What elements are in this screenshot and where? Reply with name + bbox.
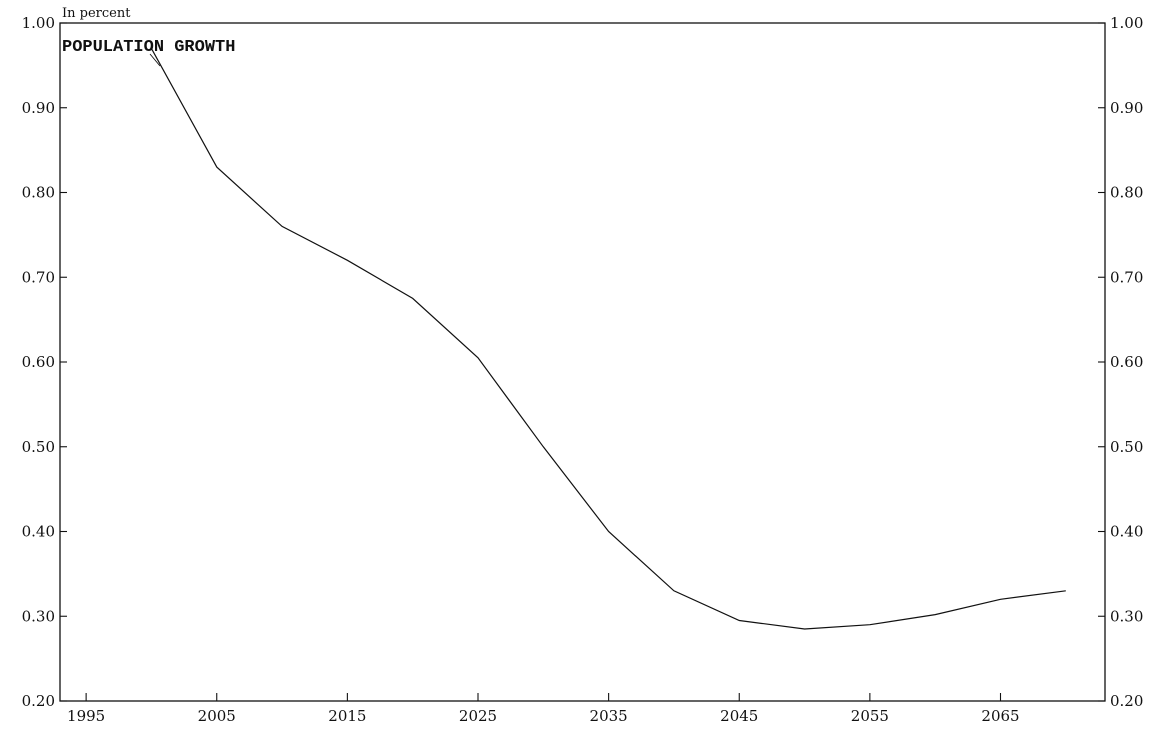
y-unit-label: In percent: [62, 6, 131, 21]
x-tick-label: 2045: [720, 707, 758, 725]
population-growth-line: [150, 48, 1066, 630]
y-tick-label-right: 0.90: [1110, 99, 1143, 117]
x-tick-label: 2015: [328, 707, 366, 725]
y-tick-label-left: 0.50: [22, 438, 55, 456]
y-tick-label-right: 0.40: [1110, 523, 1143, 541]
series-label: POPULATION GROWTH: [62, 38, 235, 57]
y-tick-label-right: 0.80: [1110, 184, 1143, 202]
y-tick-label-right: 0.30: [1110, 607, 1143, 625]
y-tick-label-left: 0.60: [22, 353, 55, 371]
right-y-axis: 0.20 0.30 0.40 0.50 0.60 0.70 0.80 0.90 1.00: [1098, 14, 1143, 710]
y-tick-label-left: 0.70: [22, 268, 55, 286]
y-tick-label-left: 1.00: [22, 14, 55, 32]
y-tick-label-right: 0.70: [1110, 268, 1143, 286]
left-y-axis: 0.20 0.30 0.40 0.50 0.60 0.70 0.80 0.90 1.00: [22, 14, 67, 710]
x-tick-label: 2055: [851, 707, 889, 725]
x-tick-label: 2035: [590, 707, 628, 725]
x-tick-label: 2025: [459, 707, 497, 725]
y-tick-label-left: 0.80: [22, 184, 55, 202]
y-tick-label-right: 0.50: [1110, 438, 1143, 456]
y-tick-label-right: 0.20: [1110, 692, 1143, 710]
plot-frame: [59, 22, 1106, 702]
y-tick-label-left: 0.30: [22, 607, 55, 625]
y-tick-label-right: 0.60: [1110, 353, 1143, 371]
x-tick-label: 1995: [67, 707, 105, 725]
x-tick-label: 2005: [198, 707, 236, 725]
x-axis: 1995 2005 2015 2025 2035 2045 2055 2065: [67, 693, 1020, 725]
y-tick-label-right: 1.00: [1110, 14, 1143, 32]
y-tick-label-left: 0.90: [22, 99, 55, 117]
y-tick-label-left: 0.40: [22, 523, 55, 541]
y-tick-label-left: 0.20: [22, 692, 55, 710]
series-label-leader: [149, 53, 161, 67]
x-tick-label: 2065: [981, 707, 1019, 725]
